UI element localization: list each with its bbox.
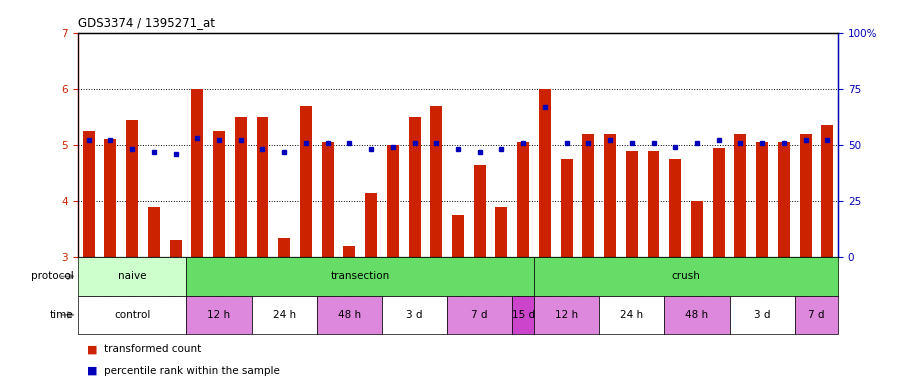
- Bar: [800, 134, 812, 257]
- Bar: [822, 125, 834, 257]
- Bar: [104, 139, 116, 257]
- Text: naive: naive: [118, 271, 147, 281]
- Bar: [534, 296, 599, 334]
- Bar: [735, 134, 747, 257]
- Bar: [512, 296, 534, 334]
- Bar: [474, 165, 485, 257]
- Bar: [664, 296, 729, 334]
- Bar: [452, 215, 464, 257]
- Bar: [147, 207, 160, 257]
- Bar: [213, 131, 225, 257]
- Text: protocol: protocol: [30, 271, 73, 281]
- Bar: [126, 120, 138, 257]
- Bar: [344, 246, 355, 257]
- Bar: [604, 134, 616, 257]
- Bar: [534, 257, 838, 296]
- Bar: [713, 148, 725, 257]
- Bar: [729, 296, 795, 334]
- Bar: [300, 106, 312, 257]
- Bar: [382, 296, 447, 334]
- Text: GDS3374 / 1395271_at: GDS3374 / 1395271_at: [78, 16, 215, 29]
- Text: 12 h: 12 h: [208, 310, 231, 320]
- Bar: [756, 142, 769, 257]
- Bar: [252, 296, 317, 334]
- Text: ■: ■: [87, 344, 97, 354]
- Bar: [256, 117, 268, 257]
- Text: percentile rank within the sample: percentile rank within the sample: [104, 366, 279, 376]
- Bar: [187, 257, 534, 296]
- Bar: [518, 142, 529, 257]
- Bar: [626, 151, 638, 257]
- Bar: [648, 151, 660, 257]
- Text: 24 h: 24 h: [273, 310, 296, 320]
- Text: crush: crush: [671, 271, 701, 281]
- Bar: [583, 134, 594, 257]
- Text: control: control: [114, 310, 150, 320]
- Bar: [778, 142, 790, 257]
- Bar: [691, 201, 703, 257]
- Text: 3 d: 3 d: [754, 310, 770, 320]
- Bar: [169, 240, 181, 257]
- Text: 12 h: 12 h: [555, 310, 578, 320]
- Text: 48 h: 48 h: [685, 310, 708, 320]
- Bar: [78, 257, 187, 296]
- Bar: [387, 145, 398, 257]
- Bar: [496, 207, 507, 257]
- Bar: [539, 89, 551, 257]
- Bar: [191, 89, 203, 257]
- Bar: [795, 296, 838, 334]
- Bar: [561, 159, 572, 257]
- Text: 7 d: 7 d: [472, 310, 488, 320]
- Bar: [82, 131, 94, 257]
- Bar: [365, 193, 377, 257]
- Bar: [431, 106, 442, 257]
- Bar: [234, 117, 246, 257]
- Bar: [322, 142, 333, 257]
- Text: transformed count: transformed count: [104, 344, 201, 354]
- Bar: [447, 296, 512, 334]
- Text: 7 d: 7 d: [808, 310, 824, 320]
- Text: transection: transection: [331, 271, 390, 281]
- Bar: [670, 159, 682, 257]
- Text: 24 h: 24 h: [620, 310, 643, 320]
- Bar: [78, 296, 187, 334]
- Bar: [599, 296, 664, 334]
- Text: 48 h: 48 h: [338, 310, 361, 320]
- Bar: [409, 117, 420, 257]
- Text: 3 d: 3 d: [407, 310, 423, 320]
- Bar: [278, 238, 290, 257]
- Text: 15 d: 15 d: [512, 310, 535, 320]
- Text: time: time: [49, 310, 73, 320]
- Text: ■: ■: [87, 366, 97, 376]
- Bar: [317, 296, 382, 334]
- Bar: [187, 296, 252, 334]
